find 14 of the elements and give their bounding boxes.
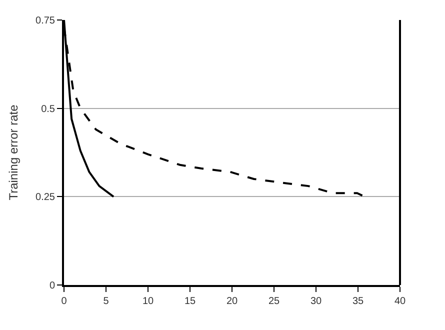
x-tick-label: 35 <box>352 296 364 307</box>
y-tick-label: 0.5 <box>41 104 56 115</box>
y-tick-label: 0.75 <box>36 16 56 26</box>
x-tick-label: 20 <box>226 296 238 307</box>
x-tick-label: 5 <box>103 296 110 307</box>
x-tick-label: 40 <box>394 296 406 307</box>
y-tick-label: 0 <box>49 280 56 292</box>
y-tick-label: 0.25 <box>36 192 56 204</box>
x-tick-label: 10 <box>142 296 154 307</box>
x-tick-label: 25 <box>268 296 280 307</box>
y-axis-title: Training error rate <box>6 104 20 200</box>
x-tick-label: 15 <box>184 296 196 307</box>
x-tick-label: 0 <box>61 296 68 307</box>
x-tick-label: 30 <box>310 296 322 307</box>
